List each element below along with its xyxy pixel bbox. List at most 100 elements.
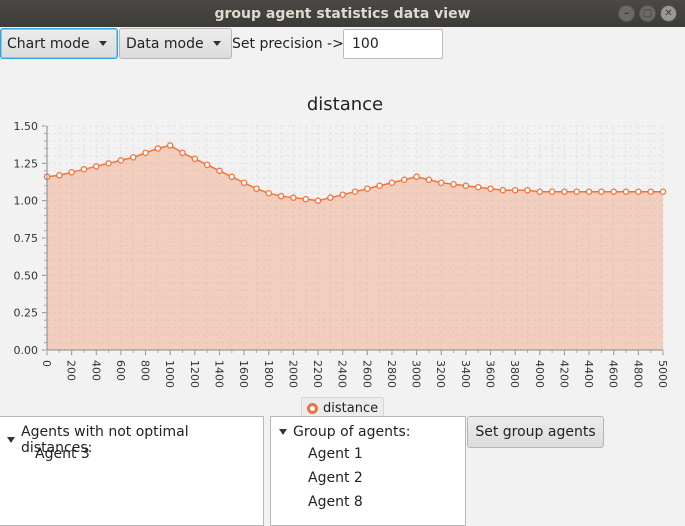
window-titlebar: group agent statistics data view – □ ✕ bbox=[0, 0, 685, 27]
x-tick-label: 4000 bbox=[533, 360, 546, 388]
group-agents-tree[interactable]: Group of agents: Agent 1 Agent 2 Agent 8 bbox=[270, 416, 466, 526]
x-tick-label: 3600 bbox=[484, 360, 497, 388]
chevron-down-icon bbox=[213, 41, 221, 46]
tree-item[interactable]: Agent 8 bbox=[308, 494, 363, 510]
data-point bbox=[105, 160, 112, 167]
data-point bbox=[388, 179, 396, 186]
x-tick-label: 5000 bbox=[656, 360, 669, 388]
close-icon[interactable]: ✕ bbox=[660, 5, 677, 22]
x-tick-label: 2200 bbox=[311, 360, 324, 388]
tree-root-label: Agents with not optimal distances: bbox=[21, 424, 189, 456]
data-point bbox=[598, 188, 605, 195]
x-tick-label: 2600 bbox=[360, 360, 373, 388]
data-point bbox=[56, 172, 63, 179]
x-tick-label: 2400 bbox=[336, 360, 349, 388]
chart-mode-label: Chart mode bbox=[7, 35, 90, 52]
set-group-agents-button[interactable]: Set group agents bbox=[467, 416, 604, 448]
expand-triangle-icon[interactable] bbox=[279, 429, 287, 435]
data-point bbox=[573, 188, 581, 195]
data-point bbox=[327, 194, 334, 201]
x-tick-label: 4600 bbox=[607, 360, 620, 388]
x-tick-label: 2800 bbox=[385, 360, 398, 388]
data-point bbox=[450, 180, 457, 188]
x-tick-label: 3400 bbox=[459, 360, 472, 388]
series-area bbox=[47, 145, 663, 350]
data-point bbox=[548, 188, 556, 195]
x-tick-label: 0 bbox=[40, 360, 53, 367]
data-point bbox=[437, 179, 445, 186]
x-tick-label: 400 bbox=[89, 360, 102, 381]
data-point bbox=[364, 185, 371, 192]
data-point bbox=[339, 191, 346, 198]
data-point bbox=[425, 176, 433, 184]
x-tick-label: 4200 bbox=[557, 360, 570, 388]
data-mode-dropdown[interactable]: Data mode bbox=[119, 28, 232, 59]
data-point bbox=[499, 186, 507, 194]
data-point bbox=[228, 173, 236, 181]
chart-legend[interactable]: distance bbox=[301, 397, 384, 419]
data-mode-label: Data mode bbox=[126, 35, 204, 52]
data-point bbox=[462, 182, 470, 189]
expand-triangle-icon[interactable] bbox=[7, 437, 15, 443]
tree-root-not-optimal[interactable]: Agents with not optimal distances: bbox=[7, 424, 263, 456]
y-tick-label: 0.50 bbox=[14, 269, 39, 282]
tree-root-group[interactable]: Group of agents: bbox=[279, 424, 410, 440]
not-optimal-agents-tree[interactable]: Agents with not optimal distances: Agent… bbox=[0, 416, 264, 526]
y-tick-label: 1.25 bbox=[14, 157, 39, 170]
data-point bbox=[265, 189, 273, 197]
data-point bbox=[401, 176, 408, 184]
data-point bbox=[536, 188, 544, 195]
precision-label: Set precision -> bbox=[232, 36, 344, 52]
data-point bbox=[216, 167, 223, 175]
data-point bbox=[68, 169, 75, 176]
data-point bbox=[474, 183, 482, 191]
data-point bbox=[610, 188, 617, 195]
data-point bbox=[487, 185, 494, 192]
data-point bbox=[524, 186, 531, 194]
data-point bbox=[117, 157, 125, 164]
data-point bbox=[129, 154, 137, 161]
data-point bbox=[585, 188, 593, 195]
x-tick-label: 1400 bbox=[212, 360, 225, 388]
x-tick-label: 3200 bbox=[434, 360, 447, 388]
legend-label: distance bbox=[323, 400, 379, 416]
data-point bbox=[290, 194, 297, 201]
precision-input[interactable] bbox=[343, 29, 443, 59]
minimize-icon[interactable]: – bbox=[618, 5, 635, 22]
data-point bbox=[659, 188, 667, 195]
x-tick-label: 800 bbox=[139, 360, 152, 381]
data-point bbox=[277, 192, 285, 200]
window-controls: – □ ✕ bbox=[618, 5, 677, 22]
tree-item[interactable]: Agent 3 bbox=[35, 446, 90, 462]
x-tick-label: 200 bbox=[65, 360, 78, 381]
tree-item[interactable]: Agent 2 bbox=[308, 470, 363, 486]
tree-item[interactable]: Agent 1 bbox=[308, 446, 363, 462]
y-tick-label: 0.75 bbox=[14, 232, 39, 245]
data-point bbox=[142, 149, 149, 157]
data-point bbox=[561, 188, 568, 195]
x-tick-label: 3800 bbox=[508, 360, 521, 388]
data-point bbox=[647, 188, 654, 195]
data-point bbox=[413, 173, 420, 181]
y-tick-label: 0.00 bbox=[14, 344, 39, 357]
distance-chart: distance 0.00 0.25 0.50 0.75 1.00 1.25 1.50 0 200… bbox=[14, 94, 670, 388]
chart-mode-dropdown[interactable]: Chart mode bbox=[0, 28, 118, 59]
data-point bbox=[203, 161, 211, 169]
legend-symbol-icon bbox=[307, 402, 318, 414]
data-point bbox=[154, 145, 162, 152]
x-tick-label: 1800 bbox=[262, 360, 275, 388]
y-tick-label: 1.50 bbox=[14, 120, 39, 133]
x-tick-label: 4400 bbox=[582, 360, 595, 388]
maximize-icon[interactable]: □ bbox=[639, 5, 656, 22]
data-point bbox=[191, 155, 199, 163]
data-point bbox=[635, 188, 642, 195]
x-tick-label: 600 bbox=[114, 360, 127, 381]
data-point bbox=[253, 185, 260, 192]
x-tick-label: 3000 bbox=[410, 360, 423, 388]
y-tick-label: 1.00 bbox=[14, 195, 39, 208]
data-point bbox=[166, 142, 174, 149]
x-tick-label: 1000 bbox=[163, 360, 176, 388]
x-tick-label: 4800 bbox=[631, 360, 644, 388]
x-tick-label: 1600 bbox=[237, 360, 250, 388]
x-tick-label: 1200 bbox=[188, 360, 201, 388]
